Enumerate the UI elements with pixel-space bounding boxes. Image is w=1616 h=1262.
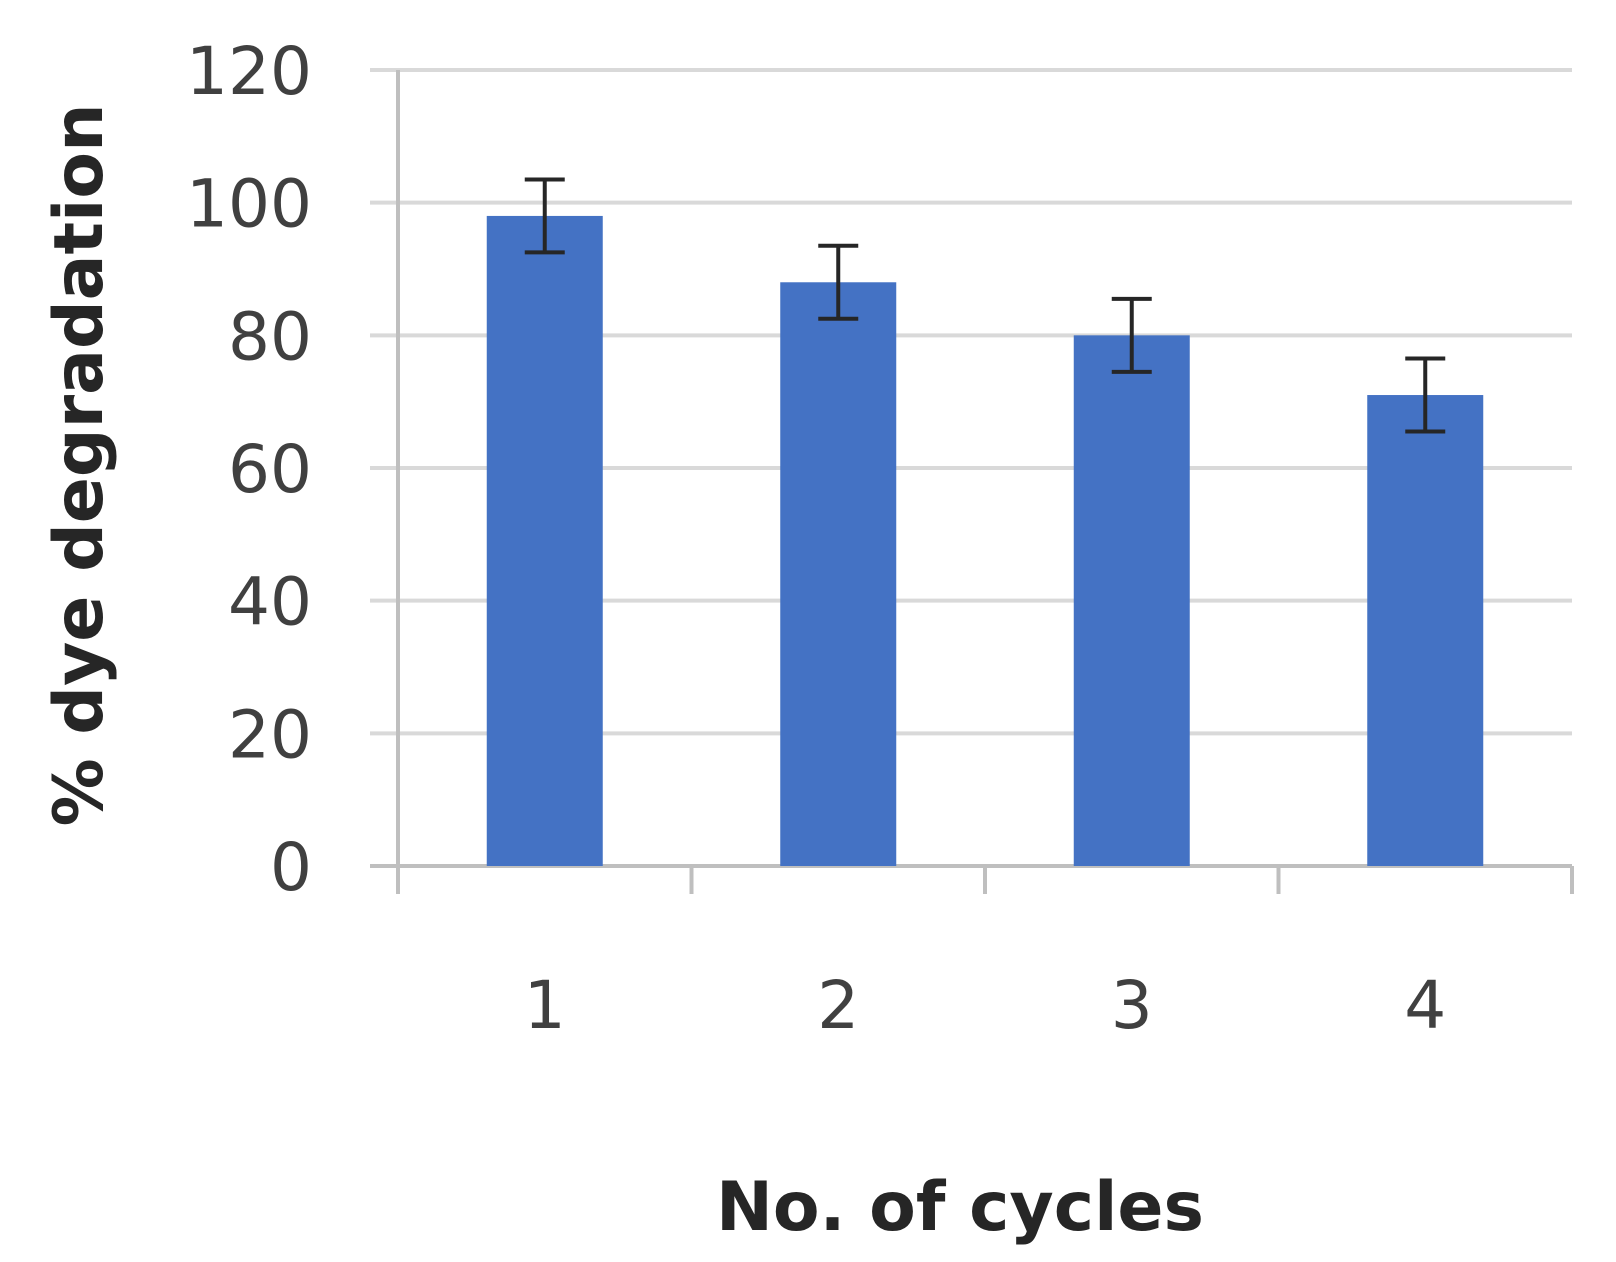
error-bar-cycle-2 [818, 243, 859, 321]
y-axis-title: % dye degradation [40, 104, 119, 827]
bar-cycle-4 [1367, 395, 1484, 866]
y-tick-label: 20 [228, 696, 312, 773]
y-tick-label: 100 [186, 166, 312, 243]
y-tick-label: 0 [270, 829, 312, 906]
x-axis-title: No. of cycles [716, 1168, 1204, 1247]
y-tick-label: 80 [228, 298, 312, 375]
x-tick-label: 4 [1404, 967, 1446, 1044]
y-tick-label: 40 [228, 564, 312, 641]
y-tick-label: 120 [186, 33, 312, 110]
y-tick-labels: 0 20 40 60 80 100 120 [186, 33, 312, 906]
bar-cycle-3 [1073, 335, 1190, 866]
x-axis [396, 70, 1574, 894]
y-tick-label: 60 [228, 431, 312, 508]
x-tick-labels: 1 2 3 4 [524, 967, 1447, 1044]
x-tick-label: 3 [1111, 967, 1153, 1044]
error-bar-cycle-4 [1405, 356, 1446, 434]
x-tick-label: 2 [817, 967, 859, 1044]
error-bar-cycle-3 [1111, 296, 1152, 374]
bar-cycle-2 [780, 282, 897, 866]
error-bars [524, 177, 1446, 434]
bar-cycle-1 [486, 215, 603, 866]
error-bar-cycle-1 [524, 177, 565, 255]
bars [486, 215, 1484, 866]
x-tick-label: 1 [524, 967, 566, 1044]
